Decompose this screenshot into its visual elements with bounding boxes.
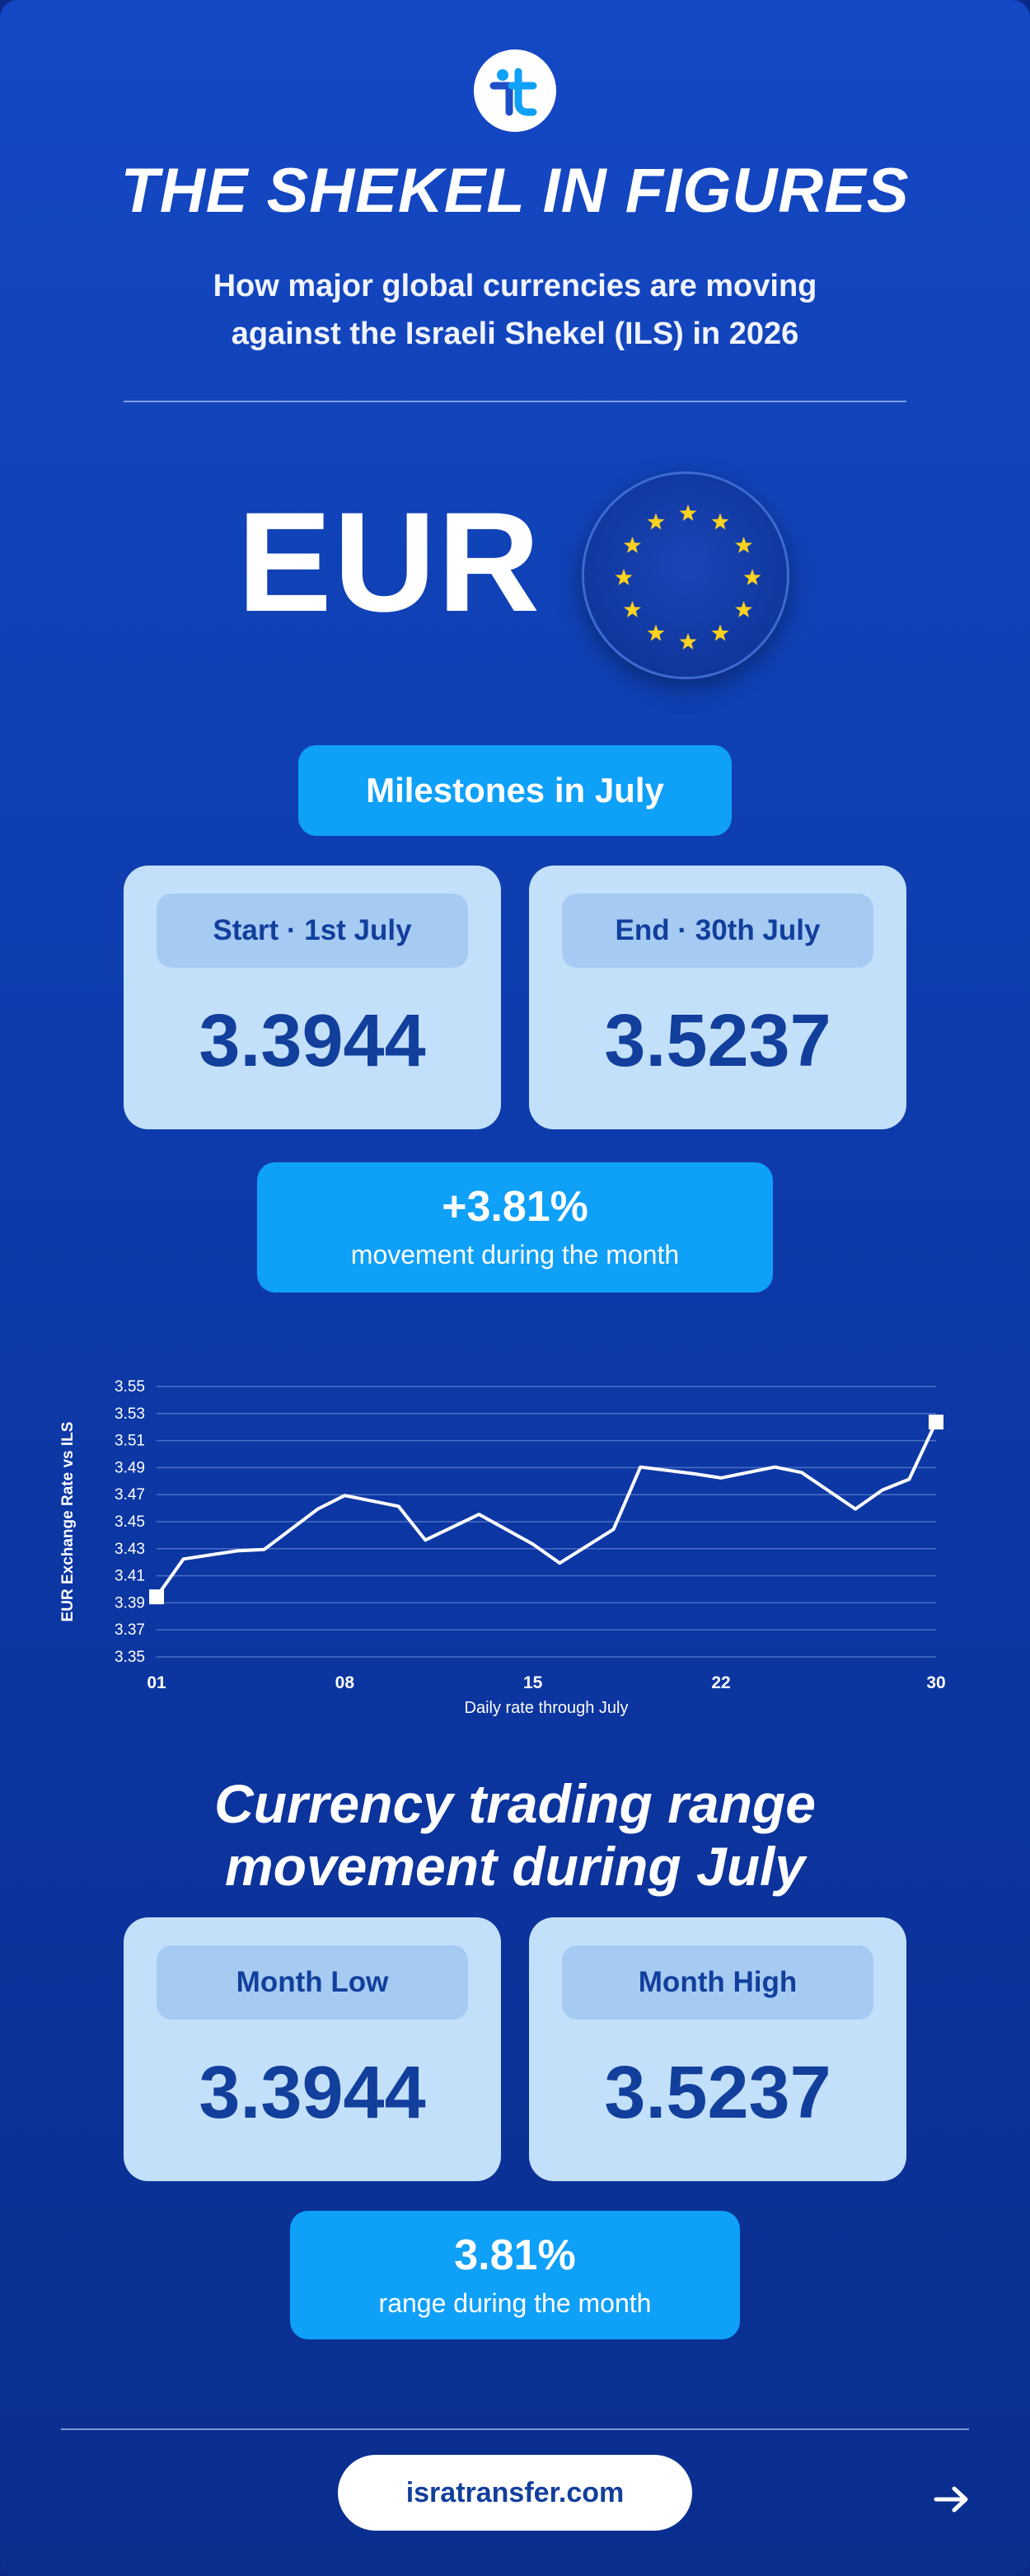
end-point-marker — [929, 1415, 943, 1430]
end-rate-card: End · 30th July 3.5237 — [529, 866, 906, 1129]
header-divider — [124, 401, 906, 402]
month-low-card: Month Low 3.3944 — [124, 1917, 501, 2181]
x-tick-label: 01 — [147, 1673, 166, 1692]
x-tick-label: 30 — [926, 1673, 945, 1692]
eu-star-icon — [623, 601, 641, 617]
rate-line-chart: 3.35 3.37 3.39 3.41 3.43 3.45 3.47 3.49 3.51 3.53… — [59, 1378, 946, 1717]
low-value: 3.3944 — [199, 2052, 426, 2134]
y-tick-label: 3.47 — [115, 1486, 145, 1504]
isratransfer-logo[interactable] — [474, 49, 556, 132]
high-label: Month High — [562, 1945, 873, 2020]
eu-star-icon — [615, 569, 633, 585]
movement-value: +3.81% — [442, 1183, 588, 1231]
y-tick-label: 3.53 — [115, 1405, 145, 1423]
range-value: 3.81% — [454, 2231, 576, 2279]
currency-code: EUR — [237, 483, 542, 641]
y-tick-label: 3.43 — [115, 1541, 145, 1558]
eu-flag-icon — [582, 472, 789, 679]
movement-badge: +3.81% movement during the month — [257, 1162, 773, 1293]
eu-star-icon — [679, 504, 697, 521]
end-label: End · 30th July — [562, 894, 873, 968]
y-tick-label: 3.51 — [115, 1433, 145, 1450]
y-tick-label: 3.55 — [115, 1378, 145, 1396]
start-rate-card: Start · 1st July 3.3944 — [124, 866, 501, 1129]
month-high-card: Month High 3.5237 — [529, 1917, 906, 2181]
page-title: THE SHEKEL IN FIGURES — [120, 156, 910, 226]
arrow-right-icon[interactable] — [933, 2485, 971, 2514]
logo-mark-icon — [489, 68, 537, 116]
low-label: Month Low — [157, 1945, 468, 2020]
y-tick-label: 3.39 — [115, 1594, 145, 1612]
eu-star-icon — [711, 513, 729, 530]
eu-star-icon — [647, 624, 665, 641]
y-axis-label: EUR Exchange Rate vs ILS — [59, 1422, 77, 1622]
y-tick-label: 3.35 — [115, 1649, 145, 1666]
range-badge: 3.81% range during the month — [290, 2211, 740, 2339]
start-point-marker — [149, 1589, 164, 1605]
eu-star-icon — [735, 601, 753, 617]
y-tick-label: 3.41 — [115, 1568, 145, 1585]
start-label: Start · 1st July — [157, 894, 468, 968]
eu-star-icon — [647, 513, 665, 530]
eu-star-icon — [711, 624, 729, 641]
y-tick-label: 3.49 — [115, 1459, 145, 1476]
range-heading-line-2: movement during July — [224, 1836, 806, 1897]
x-axis-label: Daily rate through July — [465, 1699, 629, 1717]
y-tick-label: 3.37 — [115, 1621, 145, 1639]
website-button[interactable]: isratransfer.com — [338, 2455, 692, 2531]
eu-stars-ring — [615, 504, 761, 650]
x-tick-label: 08 — [335, 1673, 355, 1692]
footer-divider — [61, 2428, 969, 2430]
start-value: 3.3944 — [199, 1000, 426, 1082]
milestones-heading: Milestones in July — [298, 745, 732, 836]
eu-star-icon — [679, 633, 697, 650]
subtitle-line-1: How major global currencies are moving — [213, 269, 817, 303]
page-subtitle: How major global currencies are moving a… — [0, 262, 1030, 358]
rate-series-line — [155, 1421, 938, 1598]
subtitle-line-2: against the Israeli Shekel (ILS) in 2026 — [231, 317, 799, 351]
eu-star-icon — [735, 537, 753, 553]
range-heading: Currency trading range movement during J… — [0, 1772, 1030, 1898]
eu-star-icon — [623, 537, 641, 553]
range-label: range during the month — [378, 2288, 652, 2318]
x-tick-label: 15 — [523, 1673, 543, 1692]
end-value: 3.5237 — [604, 1000, 831, 1082]
high-value: 3.5237 — [604, 2052, 831, 2134]
movement-label: movement during the month — [350, 1240, 680, 1269]
eu-star-icon — [743, 569, 761, 585]
y-tick-label: 3.45 — [115, 1513, 145, 1531]
x-tick-label: 22 — [711, 1673, 730, 1692]
range-heading-line-1: Currency trading range — [214, 1773, 816, 1834]
